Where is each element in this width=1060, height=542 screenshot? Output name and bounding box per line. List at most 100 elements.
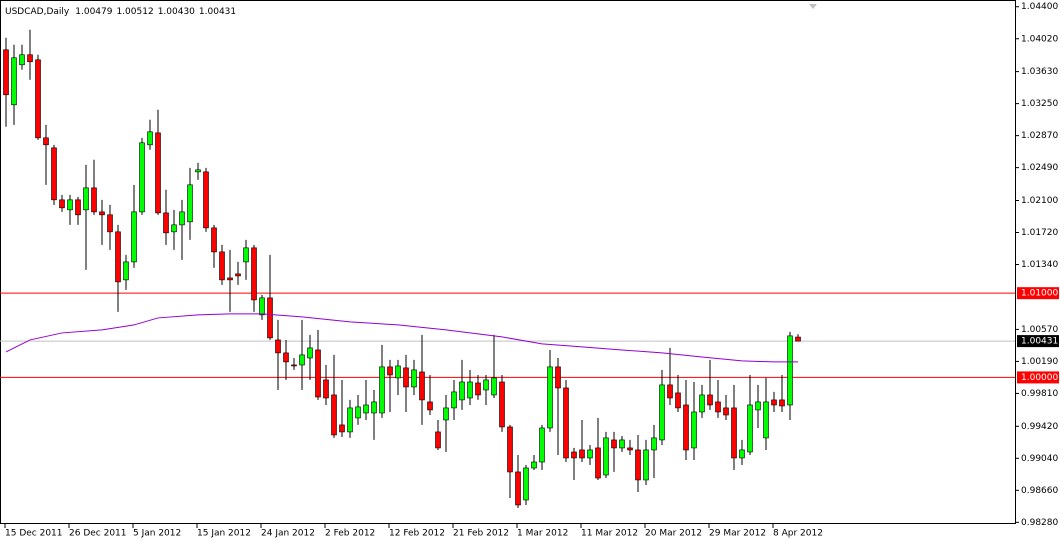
candle-body xyxy=(219,251,225,281)
candle-body xyxy=(75,199,81,216)
candle-body xyxy=(123,261,129,281)
candle-body xyxy=(91,187,97,213)
candle-body xyxy=(499,381,505,428)
header-close: 1.00431 xyxy=(199,7,236,17)
candle-body xyxy=(467,381,473,399)
candle-body xyxy=(435,431,441,449)
candle-body xyxy=(795,336,801,342)
candle-body xyxy=(531,461,537,469)
candle-body xyxy=(323,379,329,399)
y-tick-label: 1.02490 xyxy=(1021,163,1058,173)
candle-body xyxy=(99,211,105,216)
header-low: 1.00430 xyxy=(158,7,195,17)
candle-body xyxy=(259,297,265,316)
candle-body xyxy=(547,366,553,429)
candle-body xyxy=(699,394,705,413)
candle-body xyxy=(739,449,745,459)
y-tick-label: 1.01720 xyxy=(1021,228,1058,238)
candle-body xyxy=(451,391,457,409)
candle-body xyxy=(139,142,145,213)
price-label-box xyxy=(1017,371,1059,384)
candle-body xyxy=(211,227,217,253)
candle-body xyxy=(347,407,353,433)
candle-body xyxy=(299,354,305,366)
candle-body xyxy=(787,335,793,406)
candle-body xyxy=(619,439,625,449)
price-label: 1.00431 xyxy=(1021,337,1058,347)
candle-body xyxy=(443,407,449,421)
candle-body xyxy=(747,404,753,453)
y-tick-label: 1.03630 xyxy=(1021,67,1058,77)
candle-body xyxy=(131,211,137,263)
x-tick-label: 15 Dec 2011 xyxy=(5,529,63,539)
candle-body xyxy=(11,57,17,106)
candle-body xyxy=(475,382,481,396)
candle-body xyxy=(715,401,721,413)
candle-body xyxy=(27,54,33,63)
candle-body xyxy=(411,369,417,388)
y-tick-label: 0.99420 xyxy=(1021,422,1058,432)
candle-body xyxy=(155,132,161,214)
header-open: 1.00479 xyxy=(75,7,112,17)
price-label: 1.01000 xyxy=(1021,289,1058,299)
candle-body xyxy=(339,424,345,433)
candle-body xyxy=(19,54,25,66)
candle-body xyxy=(235,273,241,277)
x-tick-label: 26 Dec 2011 xyxy=(69,529,127,539)
candle-body xyxy=(171,224,177,233)
candle-body xyxy=(107,214,113,233)
candle-body xyxy=(779,399,785,407)
candle-body xyxy=(659,384,665,441)
candle-body xyxy=(395,365,401,379)
candle-body xyxy=(363,404,369,414)
candle-body xyxy=(683,404,689,451)
x-tick-label: 24 Jan 2012 xyxy=(261,529,315,539)
candle-body xyxy=(555,366,561,389)
y-tick-label: 0.99040 xyxy=(1021,454,1058,464)
candle-body xyxy=(67,199,73,211)
price-label-box xyxy=(1017,335,1059,348)
candle-body xyxy=(331,394,337,436)
candle-body xyxy=(627,447,633,451)
candle-body xyxy=(355,406,361,419)
x-tick-label: 1 Mar 2012 xyxy=(517,529,568,539)
candle-body xyxy=(691,411,697,449)
symbol-title: USDCAD,Daily xyxy=(5,7,70,17)
candle-body xyxy=(595,447,601,479)
candle-body xyxy=(603,437,609,476)
candle-body xyxy=(163,212,169,234)
candle-body xyxy=(251,247,257,301)
candle-body xyxy=(379,366,385,414)
candle-body xyxy=(707,394,713,406)
y-tick-label: 1.02870 xyxy=(1021,131,1058,141)
candle-body xyxy=(731,407,737,459)
candle-body xyxy=(523,467,529,501)
candle-body xyxy=(403,367,409,388)
candle-body xyxy=(267,297,273,339)
header-high: 1.00512 xyxy=(116,7,153,17)
x-tick-label: 8 Apr 2012 xyxy=(773,529,823,539)
candle-body xyxy=(243,247,249,263)
candle-body xyxy=(59,199,65,209)
candle-body xyxy=(275,339,281,354)
candle-body xyxy=(507,426,513,473)
candle-body xyxy=(459,381,465,401)
candle-body xyxy=(483,379,489,391)
x-tick-label: 2 Feb 2012 xyxy=(325,529,375,539)
y-tick-label: 0.98660 xyxy=(1021,486,1058,496)
candle-body xyxy=(587,449,593,459)
x-tick-label: 11 Mar 2012 xyxy=(581,529,638,539)
x-tick-label: 15 Jan 2012 xyxy=(197,529,251,539)
candle-body xyxy=(203,171,209,229)
candle-body xyxy=(611,439,617,449)
candle-body xyxy=(667,384,673,399)
candle-body xyxy=(651,437,657,451)
candle-body xyxy=(291,364,297,367)
y-tick-label: 0.99810 xyxy=(1021,389,1058,399)
candle-body xyxy=(43,137,49,146)
x-tick-label: 5 Jan 2012 xyxy=(133,529,181,539)
y-tick-label: 1.04020 xyxy=(1021,34,1058,44)
candle-body xyxy=(675,392,681,409)
y-tick-label: 1.03250 xyxy=(1021,99,1058,109)
